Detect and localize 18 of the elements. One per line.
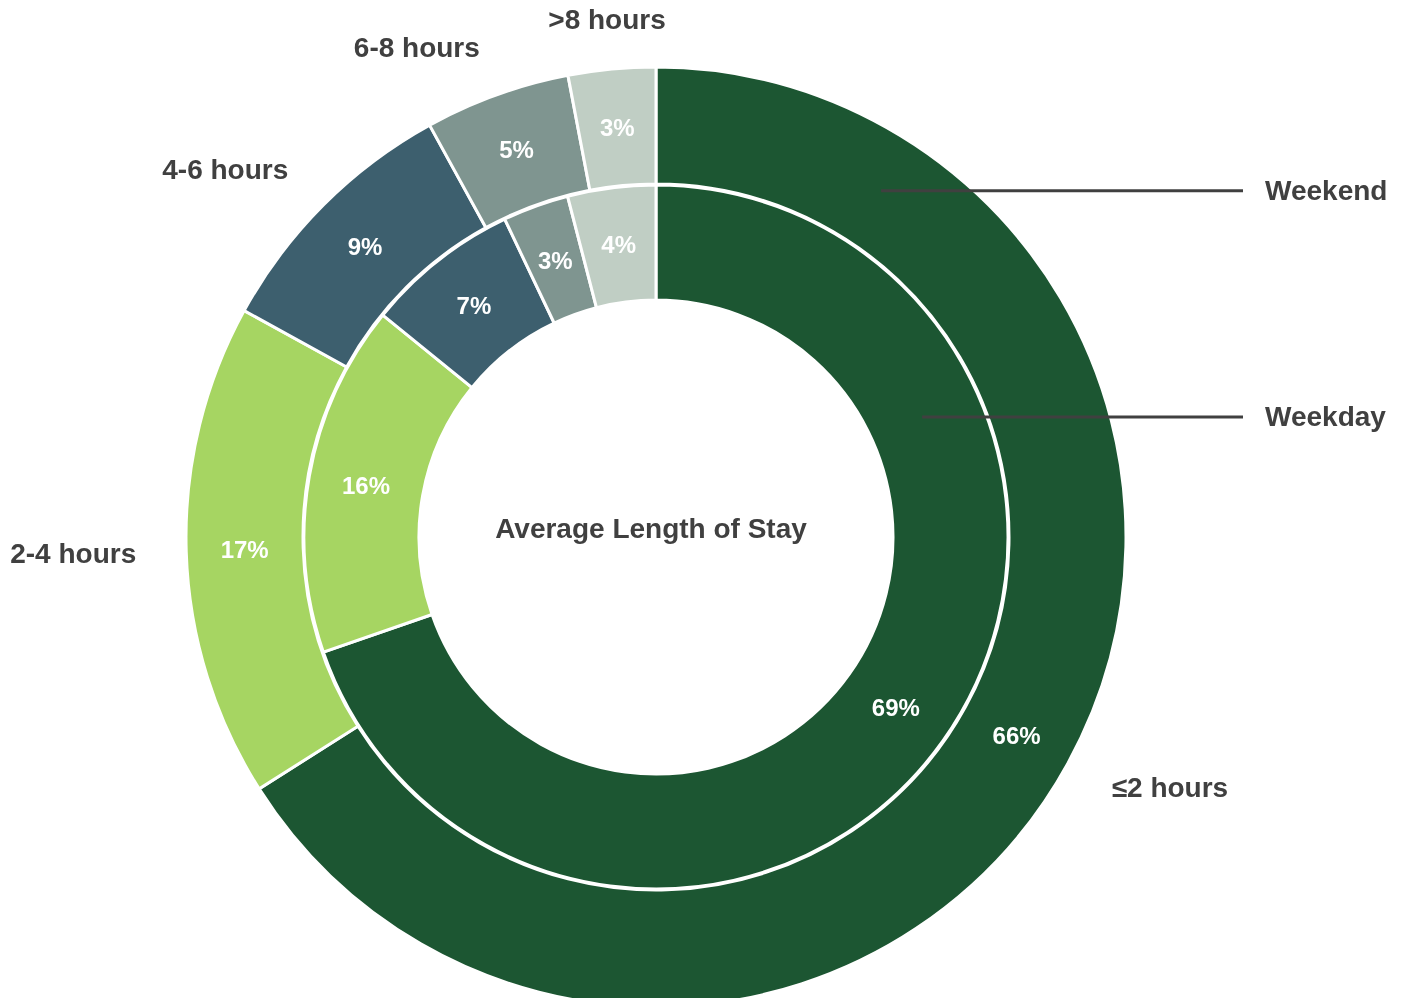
- data-label: 3%: [537, 246, 573, 274]
- slice-label: ≤2 hours: [1111, 772, 1229, 804]
- slice-label: 6-8 hours: [353, 32, 480, 64]
- data-label: 7%: [456, 292, 492, 320]
- data-label: 16%: [341, 472, 390, 500]
- slice-label: >8 hours: [548, 3, 666, 35]
- slice-label: 4-6 hours: [162, 153, 289, 185]
- data-label: 69%: [871, 694, 920, 722]
- data-label: 17%: [220, 536, 269, 564]
- data-label: 4%: [601, 231, 637, 259]
- slice-label: 2-4 hours: [10, 537, 137, 569]
- data-label: 9%: [347, 232, 383, 260]
- text: Average Length of Stay: [495, 512, 808, 544]
- slice-label: Weekday: [1265, 401, 1387, 433]
- data-label: 5%: [499, 136, 534, 164]
- data-label: 3%: [599, 113, 635, 141]
- slice-label: Weekend: [1265, 175, 1388, 207]
- data-label: 66%: [992, 721, 1041, 749]
